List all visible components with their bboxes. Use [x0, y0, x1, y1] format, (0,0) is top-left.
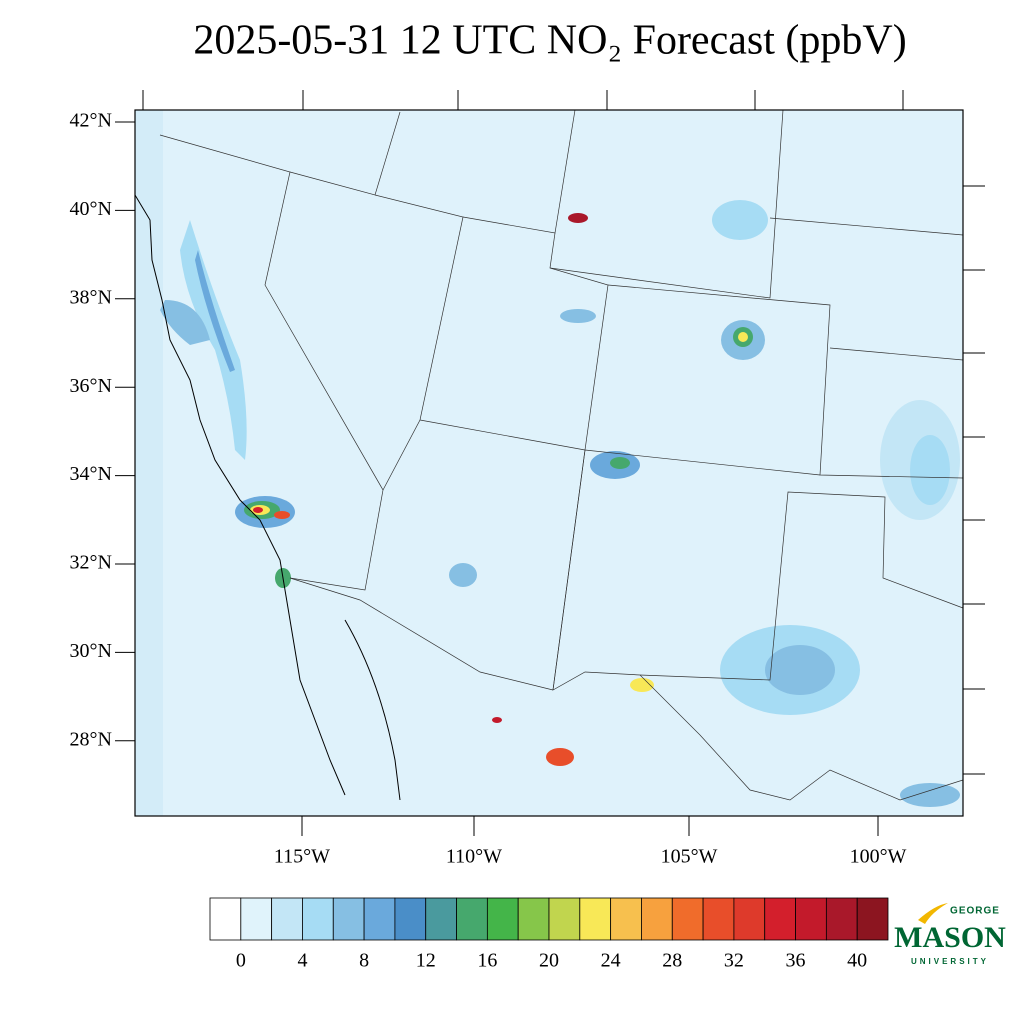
colorbar-box: [671, 897, 704, 941]
logo: GEORGE MASON UNIVERSITY: [894, 903, 1006, 966]
lat-label: 36°N: [70, 375, 112, 397]
colorbar-box: [271, 897, 303, 941]
logo-bottom: UNIVERSITY: [911, 957, 989, 966]
colorbar-label: 24: [601, 950, 621, 972]
colorbar-label: 28: [662, 950, 682, 972]
logo-main: MASON: [894, 921, 1006, 954]
colorbar-box: [733, 897, 766, 941]
colorbar-box: [363, 897, 396, 941]
colorbar-box: [486, 897, 519, 941]
title: 2025-05-31 12 UTC NO₂ Forecast (ppbV): [193, 18, 906, 64]
lat-label: 28°N: [70, 728, 112, 750]
colorbar-box: [394, 897, 427, 941]
lat-label: 40°N: [70, 198, 112, 220]
colorbar-label: 16: [477, 950, 497, 972]
lon-label: 115°W: [274, 846, 330, 868]
lat-label: 38°N: [70, 286, 112, 308]
colorbar-label: 20: [539, 950, 559, 972]
colorbar-box: [764, 897, 796, 941]
colorbar: 0 4 8 12 16 20 24 28 32 36 40: [209, 897, 889, 972]
colorbar-box: [610, 897, 642, 941]
colorbar-box: [332, 897, 365, 941]
lon-label: 105°W: [661, 846, 718, 868]
logo-top: GEORGE: [950, 906, 1000, 917]
colorbar-box: [456, 897, 488, 941]
colorbar-box: [825, 897, 858, 941]
colorbar-box: [548, 897, 581, 941]
lat-label: 34°N: [70, 463, 112, 485]
map-area: [134, 109, 964, 817]
colorbar-box: [425, 897, 457, 941]
colorbar-label: 8: [359, 950, 369, 972]
map-background: [135, 110, 963, 816]
colorbar-label: 4: [297, 950, 307, 972]
colorbar-label: 32: [724, 950, 744, 972]
ocean: [135, 110, 163, 816]
lon-label: 100°W: [850, 846, 907, 868]
state-borders: [159, 109, 964, 801]
colorbar-label: 36: [786, 950, 806, 972]
colorbar-label: 0: [236, 950, 246, 972]
colorbar-label: 12: [416, 950, 436, 972]
colorbar-box: [795, 897, 827, 941]
colorbar-box: [209, 897, 242, 941]
colorbar-box: [702, 897, 735, 941]
map-frame: [134, 109, 964, 817]
lat-label: 32°N: [70, 552, 112, 574]
lat-label: 30°N: [70, 640, 112, 662]
lon-label: 110°W: [446, 846, 502, 868]
colorbar-box: [517, 897, 550, 941]
colorbar-box: [240, 897, 273, 941]
colorbar-box: [579, 897, 612, 941]
colorbar-box: [302, 897, 334, 941]
axes: 42°N 40°N 38°N 36°N 34°N 32°N 30°N 28°N 115°W 110…: [70, 90, 985, 868]
plumes: [160, 200, 960, 807]
colorbar-box: [856, 897, 889, 941]
colorbar-label: 40: [847, 950, 867, 972]
colorbar-box: [641, 897, 673, 941]
lat-label: 42°N: [70, 110, 112, 132]
